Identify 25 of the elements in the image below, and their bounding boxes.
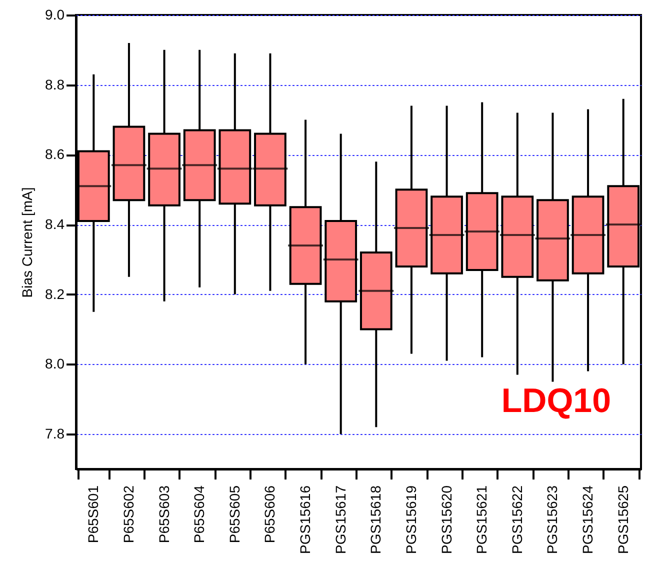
y-tick-label: 9.0 — [45, 6, 65, 22]
y-tick-label: 8.4 — [45, 216, 65, 232]
x-tick-label: PGS15625 — [614, 485, 631, 554]
x-tick-label: P65S604 — [191, 485, 208, 544]
x-tick-label: PGS15619 — [402, 485, 419, 554]
y-tick-label: 7.8 — [45, 426, 65, 442]
y-axis-title: Bias Current [mA] — [19, 187, 36, 298]
y-tick-label: 8.0 — [45, 356, 65, 372]
y-tick-label: 8.2 — [45, 286, 65, 302]
x-tick-label: PGS15616 — [297, 485, 314, 554]
y-tick-label: 8.8 — [45, 76, 65, 92]
x-tick-label: PGS15622 — [508, 485, 525, 554]
annotation: LDQ10 — [501, 382, 611, 420]
x-tick-label: PGS15618 — [368, 485, 384, 554]
x-tick-label: PGS15623 — [544, 485, 560, 554]
x-tick-label: PGS15620 — [438, 485, 454, 554]
x-tick-label: P65S605 — [226, 485, 242, 544]
x-tick-label: PGS15621 — [474, 485, 490, 554]
x-tick-label: P65S601 — [85, 485, 102, 544]
x-tick-label: PGS15617 — [332, 485, 348, 554]
x-tick-label: P65S603 — [156, 485, 172, 544]
x-tick-label: PGS15624 — [580, 485, 596, 554]
x-tick-label: P65S602 — [120, 485, 136, 544]
x-tick-label: P65S606 — [262, 485, 278, 544]
y-tick-label: 8.6 — [45, 146, 65, 162]
